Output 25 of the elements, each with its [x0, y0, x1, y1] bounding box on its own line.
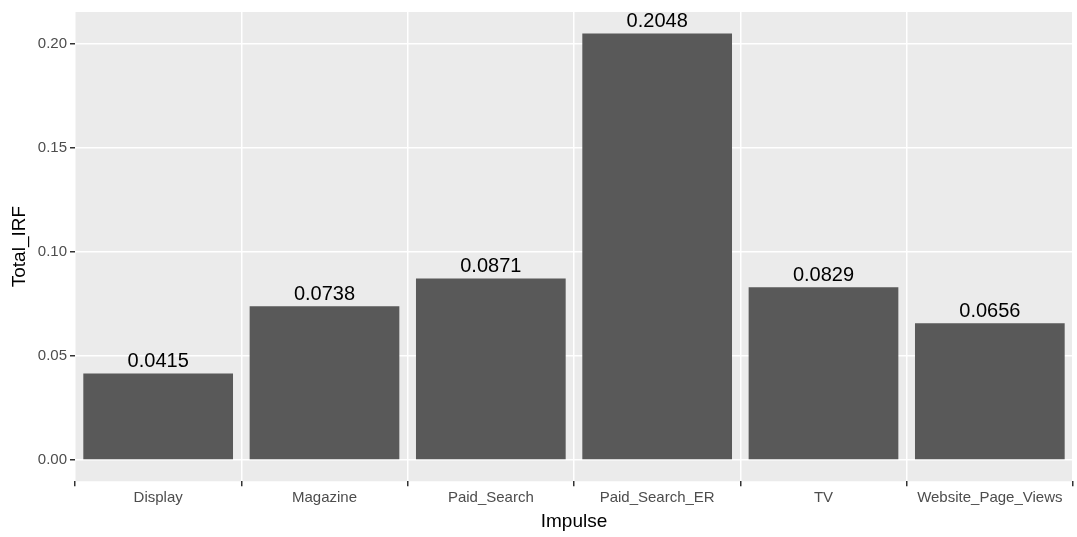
bar [914, 323, 1065, 460]
data-label: 0.0829 [792, 262, 855, 285]
x-axis-title: Impulse [540, 509, 608, 531]
bar [582, 33, 733, 460]
x-tick-label: TV [813, 488, 834, 506]
x-tick-label: Magazine [291, 488, 358, 506]
data-label: 0.2048 [626, 8, 688, 31]
bar [415, 278, 566, 460]
bar [83, 373, 234, 460]
x-tick-label: Website_Page_Views [917, 488, 1063, 506]
x-tick-label: Paid_Search [447, 488, 534, 506]
y-tick-label: 0.15 [37, 137, 67, 155]
bar [748, 287, 899, 460]
y-tick-label: 0.10 [37, 241, 67, 259]
y-axis-title: Total_IRF [7, 205, 30, 288]
data-label: 0.0656 [959, 298, 1021, 321]
y-tick-label: 0.00 [37, 450, 67, 468]
x-tick-label: Paid_Search_ER [599, 488, 715, 506]
data-label: 0.0415 [127, 349, 189, 372]
y-tick-label: 0.05 [37, 345, 67, 363]
data-label: 0.0871 [460, 254, 522, 277]
data-label: 0.0738 [293, 281, 356, 304]
x-tick-label: Display [133, 488, 184, 506]
y-tick-label: 0.20 [37, 33, 67, 51]
bar [249, 306, 400, 460]
